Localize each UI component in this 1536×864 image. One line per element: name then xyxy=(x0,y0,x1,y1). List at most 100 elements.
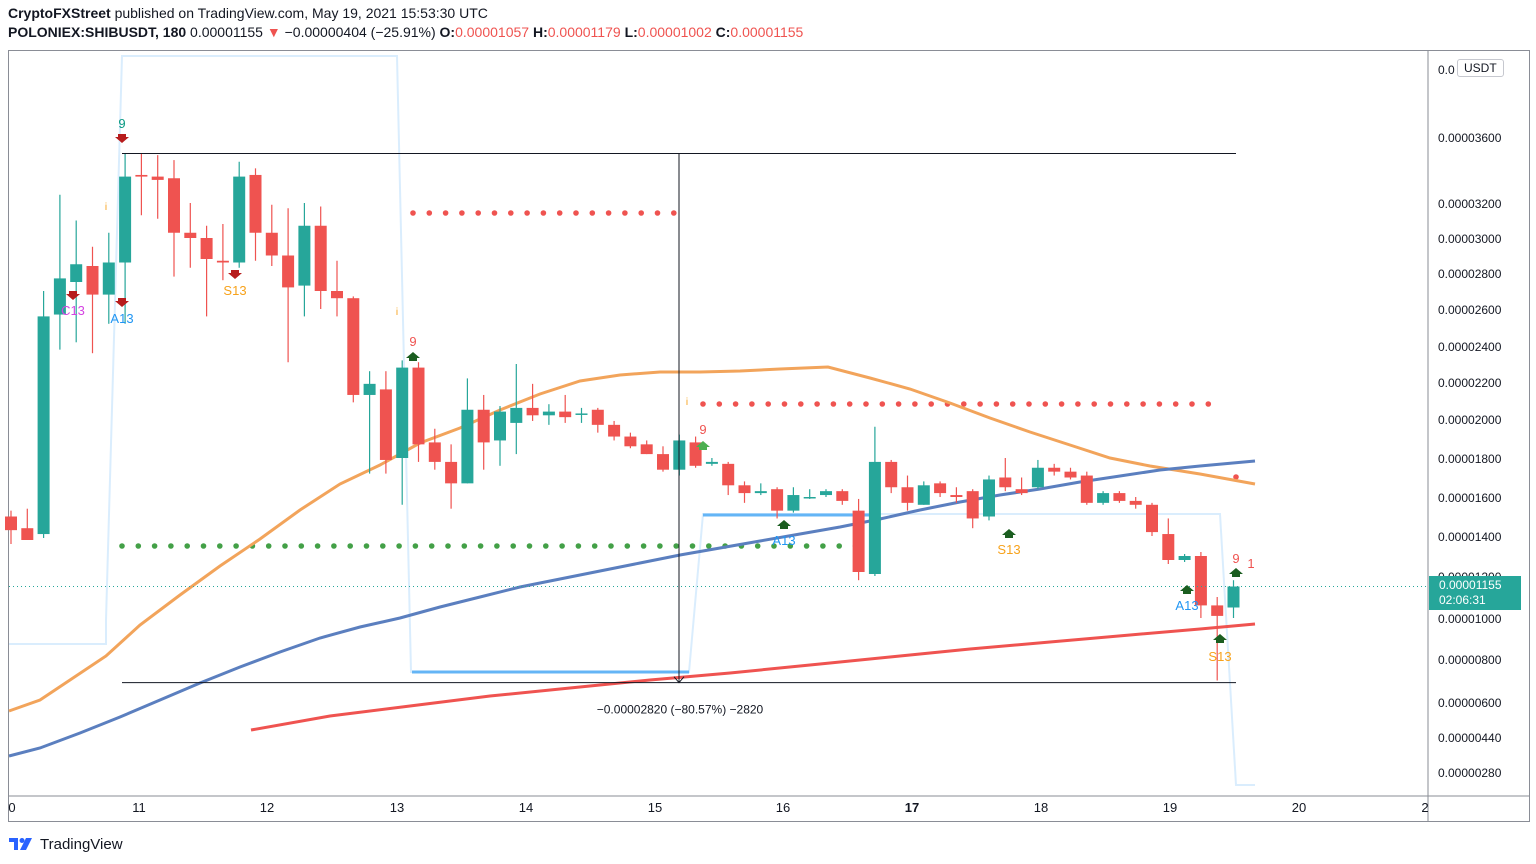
sell-arrow-icon xyxy=(115,134,129,143)
td-resistance-dot xyxy=(638,210,644,216)
chart-frame[interactable] xyxy=(8,50,1530,822)
candle-body xyxy=(396,367,409,458)
td-support-dot xyxy=(298,543,305,549)
candle-body xyxy=(5,516,17,531)
candle-body xyxy=(657,454,669,470)
td-support-dot xyxy=(591,543,598,549)
candle-body xyxy=(37,316,50,535)
sell-arrow-icon xyxy=(115,298,129,307)
buy-arrow-icon xyxy=(777,520,791,529)
td-support-dot xyxy=(445,543,451,549)
candle-body xyxy=(168,178,180,233)
y-tick-label: 0.0 xyxy=(1438,63,1455,77)
y-tick-label: 0.00001000 xyxy=(1438,612,1502,626)
x-tick-label: 17 xyxy=(905,800,919,815)
td-support-dot xyxy=(526,543,533,549)
y-tick-label: 0.00002400 xyxy=(1438,340,1502,354)
x-tick-label: 2 xyxy=(1421,800,1428,815)
x-tick-label: 11 xyxy=(132,800,146,815)
candle-body xyxy=(868,461,881,574)
y-tick-label: 0.00001400 xyxy=(1438,530,1502,544)
info-marker-icon: i xyxy=(105,202,107,213)
high-value: 0.00001179 xyxy=(547,24,621,40)
candle-body xyxy=(119,176,132,263)
candle-body xyxy=(1064,471,1077,478)
x-tick-label: 12 xyxy=(260,800,274,815)
td-resistance-dot xyxy=(1205,401,1212,407)
td-resistance-dot xyxy=(540,210,547,216)
currency-tag[interactable]: USDT xyxy=(1457,59,1504,77)
candle-body xyxy=(135,174,148,177)
candle-body xyxy=(510,407,523,423)
td-support-dot xyxy=(461,543,468,549)
td-support-dot xyxy=(477,543,484,549)
td-support-dot xyxy=(820,543,826,549)
x-tick-label: 16 xyxy=(776,800,790,815)
candle-body xyxy=(787,495,800,511)
td-resistance-dot xyxy=(589,210,596,216)
candle-body xyxy=(803,497,816,499)
buy-arrow-icon xyxy=(406,352,420,361)
td-resistance-dot xyxy=(508,210,514,216)
candle-body xyxy=(428,442,441,462)
td-resistance-dot xyxy=(1075,401,1081,407)
candle-body xyxy=(754,491,767,494)
candle-body xyxy=(70,264,83,282)
td-label: S13 xyxy=(223,283,246,298)
candle-body xyxy=(1162,534,1175,560)
td-support-dot xyxy=(510,543,516,549)
td-resistance-dot xyxy=(749,401,755,407)
info-marker-icon: i xyxy=(396,307,398,318)
candle-body xyxy=(950,495,963,497)
td-resistance-dot xyxy=(895,401,902,407)
candle-body xyxy=(1227,586,1240,608)
candle-body xyxy=(298,225,311,286)
ohlc-line: POLONIEX:SHIBUSDT, 180 0.00001155 ▼ −0.0… xyxy=(8,23,803,42)
candle-body xyxy=(1211,605,1224,616)
td-support-dot xyxy=(314,543,321,549)
high-label: H: xyxy=(532,24,548,40)
td-resistance-dot xyxy=(846,401,853,407)
td-support-dot xyxy=(706,543,712,549)
candle-body xyxy=(934,483,947,494)
td-resistance-dot xyxy=(1026,401,1032,407)
measure-label: −0.00002820 (−80.57%) −2820 xyxy=(597,703,764,717)
td-resistance-dot xyxy=(1189,401,1195,407)
low-label: L: xyxy=(624,24,638,40)
buy-arrow-icon xyxy=(1213,634,1227,643)
y-tick-label: 0.00000440 xyxy=(1438,731,1502,745)
buy-arrow-icon xyxy=(1002,529,1016,538)
publish-header: CryptoFXStreet published on TradingView.… xyxy=(8,4,803,42)
candle-body xyxy=(559,411,572,418)
td-resistance-dot xyxy=(1156,401,1163,407)
candle-body xyxy=(1194,556,1207,606)
td-support-dot xyxy=(624,543,631,549)
td-resistance-dot xyxy=(556,210,563,216)
sell-arrow-icon xyxy=(66,291,80,300)
td-resistance-dot xyxy=(524,210,530,216)
candle-body xyxy=(216,260,229,263)
candle-body xyxy=(771,489,784,511)
candle-body xyxy=(445,461,458,484)
candle-body xyxy=(542,411,555,416)
x-tick-label: 13 xyxy=(390,800,404,815)
td-resistance-dot xyxy=(442,210,449,216)
moving-average-blue xyxy=(8,459,1256,758)
publish-line: CryptoFXStreet published on TradingView.… xyxy=(8,4,803,23)
candle-body xyxy=(53,278,66,315)
candle-body xyxy=(1146,504,1158,533)
td-support-dot xyxy=(363,543,370,549)
td-support-dot xyxy=(543,543,549,549)
td-resistance-dot xyxy=(475,210,482,216)
candle-body xyxy=(901,487,914,503)
td-resistance-dot xyxy=(863,401,869,407)
candle-body xyxy=(265,232,278,256)
y-tick-label: 0.00001800 xyxy=(1438,452,1502,466)
td-support-dot xyxy=(787,543,794,549)
candle-body xyxy=(705,461,718,464)
td-support-dot xyxy=(836,543,842,549)
y-tick-label: 0.00000800 xyxy=(1438,653,1502,667)
td-resistance-dot xyxy=(879,401,886,407)
td-support-dot xyxy=(494,543,500,549)
